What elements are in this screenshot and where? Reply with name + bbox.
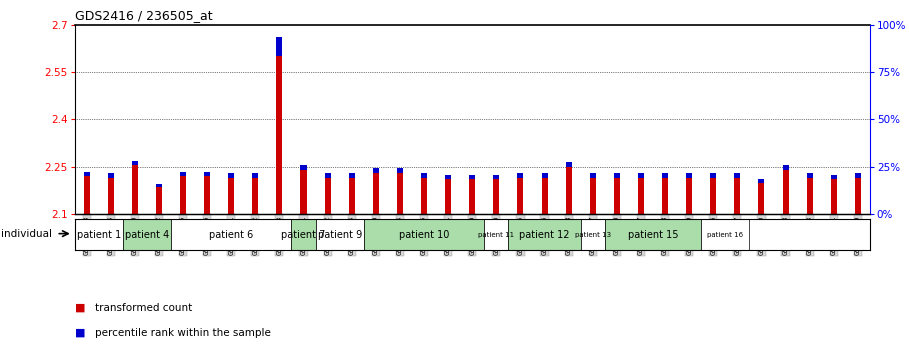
- Bar: [517, 173, 524, 178]
- Text: patient 6: patient 6: [209, 229, 254, 240]
- Bar: [228, 178, 235, 214]
- Bar: [484, 219, 508, 250]
- Bar: [565, 167, 572, 214]
- Bar: [301, 170, 306, 214]
- Bar: [315, 219, 364, 250]
- Bar: [662, 173, 668, 178]
- Text: patient 15: patient 15: [628, 229, 678, 240]
- Bar: [734, 173, 740, 178]
- Bar: [701, 219, 749, 250]
- Bar: [445, 175, 451, 179]
- Bar: [253, 178, 258, 214]
- Bar: [542, 178, 547, 214]
- Bar: [325, 178, 331, 214]
- Bar: [132, 165, 138, 214]
- Bar: [205, 172, 210, 176]
- Bar: [155, 187, 162, 214]
- Text: ■: ■: [75, 328, 85, 338]
- Bar: [84, 176, 90, 214]
- Bar: [686, 173, 692, 178]
- Text: ■: ■: [75, 303, 85, 313]
- Bar: [581, 219, 604, 250]
- Bar: [638, 173, 644, 178]
- Text: individual: individual: [1, 229, 52, 239]
- Bar: [349, 178, 355, 214]
- Bar: [123, 219, 171, 250]
- Bar: [662, 178, 668, 214]
- Bar: [155, 184, 162, 187]
- Bar: [421, 173, 427, 178]
- Bar: [590, 173, 595, 178]
- Bar: [292, 219, 315, 250]
- Text: patient 11: patient 11: [478, 232, 514, 238]
- Bar: [831, 179, 837, 214]
- Bar: [469, 175, 475, 179]
- Text: patient 4: patient 4: [125, 229, 169, 240]
- Bar: [276, 38, 283, 56]
- Bar: [806, 173, 813, 178]
- Bar: [710, 173, 716, 178]
- Bar: [325, 173, 331, 178]
- Bar: [494, 175, 499, 179]
- Bar: [421, 178, 427, 214]
- Bar: [364, 219, 484, 250]
- Text: percentile rank within the sample: percentile rank within the sample: [95, 328, 270, 338]
- Bar: [604, 219, 701, 250]
- Bar: [107, 173, 114, 178]
- Bar: [806, 178, 813, 214]
- Bar: [854, 173, 861, 178]
- Bar: [84, 172, 90, 176]
- Bar: [301, 165, 306, 170]
- Bar: [614, 178, 620, 214]
- Bar: [75, 219, 123, 250]
- Bar: [373, 173, 379, 214]
- Bar: [494, 179, 499, 214]
- Bar: [758, 183, 764, 214]
- Bar: [542, 173, 547, 178]
- Text: patient 10: patient 10: [399, 229, 449, 240]
- Bar: [180, 176, 186, 214]
- Text: patient 9: patient 9: [317, 229, 362, 240]
- Bar: [590, 178, 595, 214]
- Bar: [132, 160, 138, 165]
- Bar: [469, 179, 475, 214]
- Bar: [686, 178, 692, 214]
- Bar: [373, 169, 379, 173]
- Bar: [710, 178, 716, 214]
- Bar: [397, 169, 403, 173]
- Bar: [276, 56, 283, 214]
- Bar: [565, 162, 572, 167]
- Text: patient 13: patient 13: [574, 232, 611, 238]
- Bar: [734, 178, 740, 214]
- Text: transformed count: transformed count: [95, 303, 192, 313]
- Bar: [508, 219, 581, 250]
- Bar: [171, 219, 292, 250]
- Bar: [107, 178, 114, 214]
- Bar: [758, 179, 764, 183]
- Bar: [228, 173, 235, 178]
- Bar: [349, 173, 355, 178]
- Text: patient 12: patient 12: [519, 229, 570, 240]
- Text: GDS2416 / 236505_at: GDS2416 / 236505_at: [75, 9, 212, 22]
- Bar: [783, 170, 789, 214]
- Bar: [831, 175, 837, 179]
- Bar: [517, 178, 524, 214]
- Text: patient 7: patient 7: [281, 229, 325, 240]
- Bar: [205, 176, 210, 214]
- Bar: [783, 165, 789, 170]
- Text: patient 16: patient 16: [707, 232, 744, 238]
- Bar: [180, 172, 186, 176]
- Bar: [638, 178, 644, 214]
- Bar: [397, 173, 403, 214]
- Bar: [445, 179, 451, 214]
- Bar: [854, 178, 861, 214]
- Text: patient 1: patient 1: [76, 229, 121, 240]
- Bar: [253, 173, 258, 178]
- Bar: [614, 173, 620, 178]
